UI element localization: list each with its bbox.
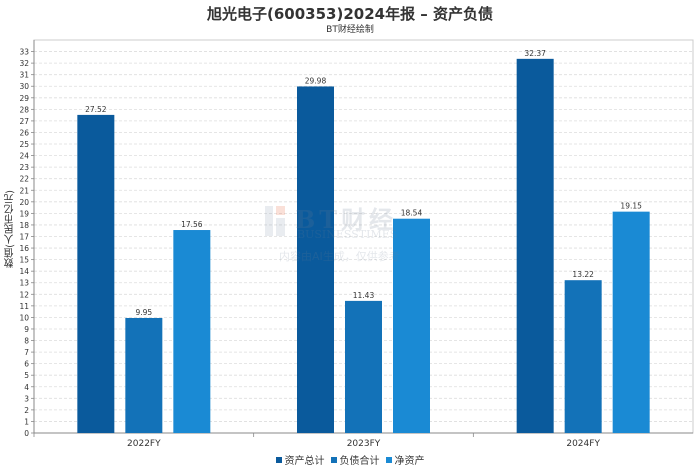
legend-label: 资产总计 xyxy=(284,456,325,467)
y-tick-label: 4 xyxy=(24,383,29,392)
bar xyxy=(393,218,430,433)
legend-swatch xyxy=(275,457,282,463)
y-tick-label: 29 xyxy=(19,94,29,103)
y-tick-label: 32 xyxy=(19,59,29,68)
legend-label: 负债合计 xyxy=(339,456,380,467)
y-tick-label: 5 xyxy=(24,371,29,380)
bar xyxy=(297,86,334,434)
chart-subtitle: BT财经绘制 xyxy=(326,25,374,35)
y-tick-label: 7 xyxy=(24,348,29,357)
legend-item: 净资产 xyxy=(385,452,425,467)
y-tick-label: 1 xyxy=(24,417,29,426)
legend-swatch xyxy=(330,457,337,463)
bar-value-label: 27.52 xyxy=(85,105,107,114)
x-tick-label: 2024FY xyxy=(566,439,600,449)
watermark-note: 内容由AI生成，仅供参考 xyxy=(279,250,400,263)
watermark-logo-dot xyxy=(276,206,285,215)
x-tick-label: 2022FY xyxy=(127,439,161,449)
bar xyxy=(125,317,163,433)
x-tick-label: 2023FY xyxy=(347,439,381,449)
bar xyxy=(612,211,650,433)
legend: 资产总计 负债合计 净资产 xyxy=(0,452,700,467)
watermark-brand: BT财经 xyxy=(295,205,398,234)
y-tick-label: 6 xyxy=(24,360,29,369)
y-tick-label: 19 xyxy=(19,209,29,218)
bar xyxy=(173,230,211,433)
y-tick-label: 28 xyxy=(19,105,29,114)
y-tick-label: 20 xyxy=(19,198,29,207)
y-tick-label: 10 xyxy=(19,313,29,322)
legend-item: 资产总计 xyxy=(275,452,325,467)
bar xyxy=(564,280,602,433)
legend-label: 净资产 xyxy=(394,456,425,467)
watermark-english: BUSINESSTIMES xyxy=(297,228,398,241)
y-tick-label: 13 xyxy=(19,279,29,288)
bar xyxy=(77,114,115,433)
y-tick-label: 18 xyxy=(19,221,29,230)
y-tick-label: 2 xyxy=(24,406,29,415)
y-tick-label: 22 xyxy=(19,175,29,184)
watermark: BT财经 BUSINESSTIMES 内容由AI生成，仅供参考 xyxy=(265,202,445,272)
bar-value-label: 19.15 xyxy=(620,202,642,211)
chart-title: 旭光电子(600353)2024年报 – 资产负债 xyxy=(206,5,494,23)
y-tick-label: 8 xyxy=(24,337,29,346)
y-tick-label: 0 xyxy=(24,429,29,438)
y-tick-label: 31 xyxy=(19,71,29,80)
y-tick-label: 12 xyxy=(19,290,29,299)
legend-item: 负债合计 xyxy=(330,452,380,467)
y-tick-label: 15 xyxy=(19,256,29,265)
watermark-logo-bar xyxy=(265,206,273,236)
bar-value-label: 32.37 xyxy=(524,49,546,58)
y-tick-label: 30 xyxy=(19,82,29,91)
bar-value-label: 11.43 xyxy=(353,291,375,300)
y-tick-label: 24 xyxy=(19,152,29,161)
bar xyxy=(345,300,382,433)
bar-value-label: 18.54 xyxy=(401,209,423,218)
y-tick-label: 26 xyxy=(19,128,29,137)
bar-value-label: 13.22 xyxy=(572,270,594,279)
bar-value-label: 9.95 xyxy=(135,308,152,317)
y-tick-label: 3 xyxy=(24,394,29,403)
y-tick-label: 23 xyxy=(19,163,29,172)
y-tick-label: 33 xyxy=(19,48,29,57)
legend-swatch xyxy=(385,457,392,463)
bar-value-label: 29.98 xyxy=(305,76,327,85)
y-tick-label: 16 xyxy=(19,244,29,253)
y-tick-label: 14 xyxy=(19,267,29,276)
watermark-logo-block xyxy=(276,218,285,236)
y-tick-label: 27 xyxy=(19,117,29,126)
y-tick-label: 17 xyxy=(19,233,29,242)
bar xyxy=(516,58,554,433)
bar-value-label: 17.56 xyxy=(181,220,203,229)
y-tick-label: 25 xyxy=(19,140,29,149)
y-tick-label: 11 xyxy=(19,302,29,311)
y-tick-label: 21 xyxy=(19,186,29,195)
y-tick-label: 9 xyxy=(24,325,29,334)
